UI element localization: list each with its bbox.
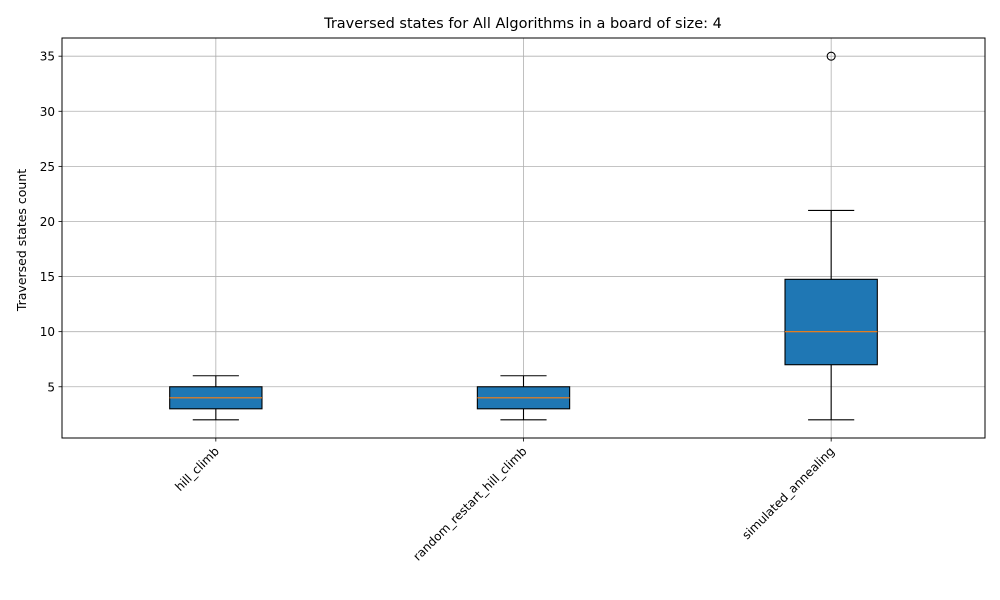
box-series [169,51,878,421]
y-tick-label: 25 [40,160,55,174]
y-axis-label: Traversed states count [14,169,29,312]
y-tick-label: 35 [40,50,55,64]
y-tick-label: 10 [40,325,55,339]
y-tick-label: 5 [47,380,55,394]
chart-title: Traversed states for All Algorithms in a… [323,16,722,32]
box-random_restart_hill_climb [476,375,571,421]
iqr-box [784,278,878,366]
outlier-point [826,51,836,61]
y-tick-label: 30 [40,105,55,119]
y-tick-label: 20 [40,215,55,229]
box-simulated_annealing [784,51,878,421]
y-axis: 5 10 15 20 25 30 35 [40,50,62,394]
y-tick-label: 15 [40,270,55,284]
plot-frame [61,37,986,439]
box-hill_climb [169,375,263,421]
